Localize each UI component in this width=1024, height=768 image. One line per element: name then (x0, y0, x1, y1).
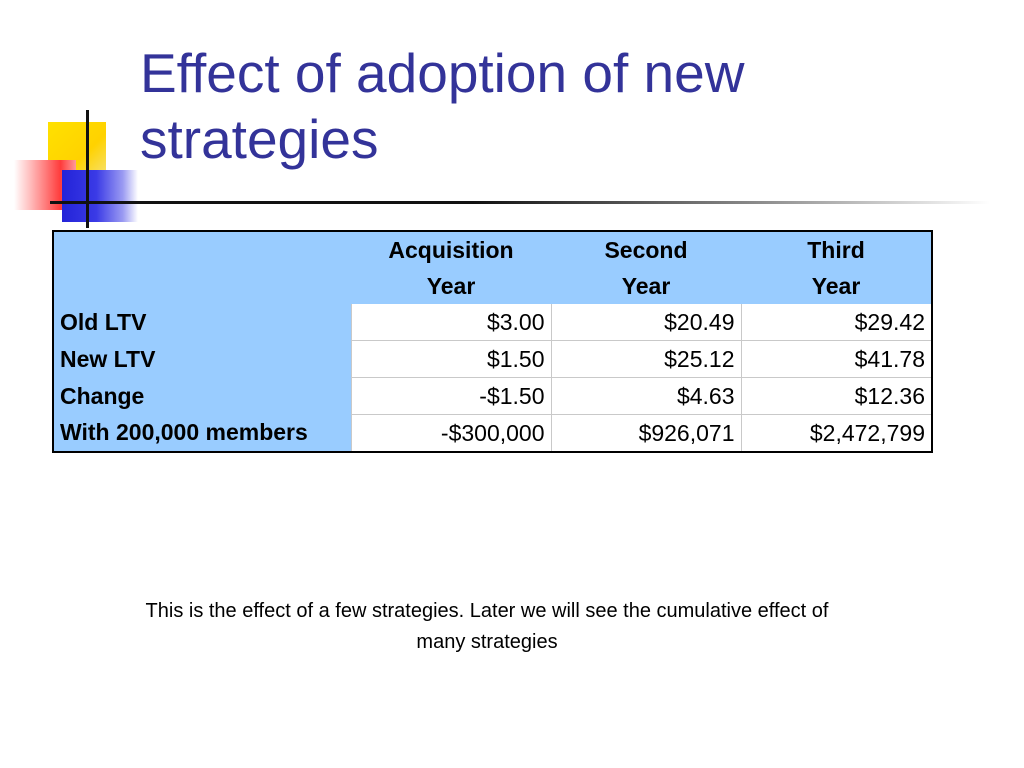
table-cell: $926,071 (550, 414, 741, 452)
column-header-second-year: Second Year (551, 231, 741, 304)
table-cell: $20.49 (550, 304, 741, 341)
table-cell: $1.50 (350, 340, 551, 378)
row-label-old-ltv: Old LTV (53, 304, 351, 341)
header-empty-cell (53, 231, 351, 304)
column-header-line: Acquisition (388, 237, 514, 263)
slide-title: Effect of adoption of new strategies (140, 42, 745, 170)
table-row: Change -$1.50 $4.63 $12.36 (53, 377, 932, 415)
column-header-line: Year (426, 273, 476, 299)
table-cell: $2,472,799 (740, 414, 932, 452)
table-cell: $4.63 (550, 377, 741, 415)
table-cell: $12.36 (740, 377, 932, 415)
vertical-rule (86, 110, 89, 228)
column-header-acquisition-year: Acquisition Year (351, 231, 551, 304)
column-header-line: Third (807, 237, 865, 263)
table-cell: -$1.50 (350, 377, 551, 415)
column-header-line: Second (604, 237, 688, 263)
table-header-row: Acquisition Year Second Year Third Year (53, 231, 932, 304)
table-row: Old LTV $3.00 $20.49 $29.42 (53, 304, 932, 341)
row-label-change: Change (53, 377, 351, 415)
column-header-line: Year (621, 273, 671, 299)
blue-square-decoration (62, 170, 138, 222)
table-row: With 200,000 members -$300,000 $926,071 … (53, 414, 932, 452)
row-label-with-members: With 200,000 members (53, 414, 351, 452)
ltv-table: Acquisition Year Second Year Third Year … (52, 230, 933, 453)
column-header-line: Year (811, 273, 861, 299)
table-cell: $41.78 (740, 340, 932, 378)
slide-caption: This is the effect of a few strategies. … (145, 600, 829, 653)
table-cell: $29.42 (740, 304, 932, 341)
title-underline-rule (50, 201, 990, 204)
table-cell: -$300,000 (350, 414, 551, 452)
corner-decoration (0, 0, 150, 240)
table-row: New LTV $1.50 $25.12 $41.78 (53, 340, 932, 378)
table-cell: $25.12 (550, 340, 741, 378)
table-cell: $3.00 (350, 304, 551, 341)
column-header-third-year: Third Year (741, 231, 932, 304)
row-label-new-ltv: New LTV (53, 340, 351, 378)
